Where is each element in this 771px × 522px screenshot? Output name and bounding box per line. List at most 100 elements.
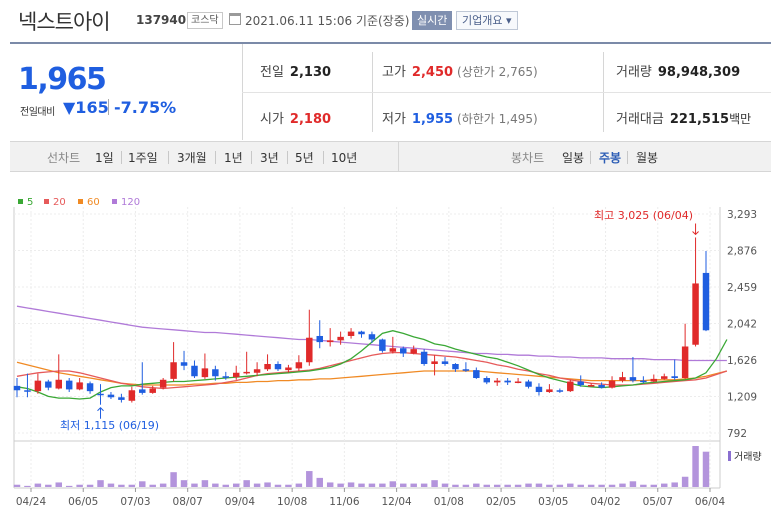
candle-body bbox=[535, 386, 543, 393]
candle bbox=[358, 330, 365, 338]
candle-body bbox=[149, 388, 156, 393]
candle-body bbox=[212, 369, 219, 377]
volume-bar bbox=[34, 483, 42, 487]
candle-body bbox=[473, 370, 480, 379]
volume-bar bbox=[650, 484, 658, 487]
compare-label: 전일대비 bbox=[20, 107, 55, 118]
candle-body bbox=[326, 340, 334, 343]
period-1w[interactable]: 1주일 bbox=[128, 151, 158, 165]
legend-ma5: 5 bbox=[27, 197, 33, 208]
candle bbox=[567, 379, 574, 393]
candle bbox=[65, 378, 73, 393]
y-tick-label: 1,626 bbox=[727, 355, 757, 367]
period-monthly[interactable]: 월봉 bbox=[636, 151, 659, 165]
period-weekly[interactable]: 주봉 bbox=[599, 151, 622, 165]
y-tick-label: 3,293 bbox=[727, 209, 757, 221]
period-daily[interactable]: 일봉 bbox=[562, 151, 585, 165]
candle-body bbox=[640, 380, 647, 383]
separator bbox=[251, 151, 252, 164]
company-info-dropdown[interactable]: 기업개요 ▾ bbox=[456, 11, 518, 30]
realtime-button[interactable]: 실시간 bbox=[412, 11, 453, 30]
candle bbox=[671, 359, 678, 380]
candle-body bbox=[483, 378, 491, 383]
volume-bar bbox=[368, 483, 376, 487]
candle bbox=[201, 353, 209, 379]
x-tick-label: 03/05 bbox=[538, 496, 568, 508]
volume-bar bbox=[149, 484, 156, 487]
volume-bar bbox=[243, 480, 250, 487]
volume-bar bbox=[191, 483, 198, 487]
separator bbox=[323, 151, 324, 164]
legend-ma60: 60 bbox=[87, 197, 100, 208]
candle bbox=[306, 309, 313, 366]
ma120-line bbox=[16, 305, 727, 362]
candle-body bbox=[431, 361, 438, 364]
period-3m[interactable]: 3개월 bbox=[177, 151, 207, 165]
separator bbox=[121, 151, 122, 164]
candle-body bbox=[170, 362, 177, 379]
market-badge: 코스닥 bbox=[187, 12, 223, 29]
candle bbox=[97, 384, 104, 405]
price-change: ▼165 bbox=[63, 98, 109, 117]
candle bbox=[692, 237, 699, 347]
candle bbox=[608, 376, 616, 389]
volume-bar bbox=[232, 483, 240, 487]
period-1y[interactable]: 1년 bbox=[224, 151, 243, 165]
ma60-line bbox=[16, 361, 728, 386]
candle-body bbox=[692, 283, 699, 345]
volume-bar bbox=[65, 485, 73, 487]
candle-body bbox=[45, 381, 52, 388]
candle-body bbox=[493, 380, 501, 383]
candle-body bbox=[274, 363, 282, 370]
candle-body bbox=[65, 380, 73, 390]
y-tick-label: 792 bbox=[727, 428, 747, 440]
volume-bar bbox=[222, 484, 230, 487]
volume-legend-swatch bbox=[728, 451, 731, 461]
x-tick-label: 11/06 bbox=[329, 496, 360, 508]
separator bbox=[215, 151, 216, 164]
period-5y[interactable]: 5년 bbox=[295, 151, 314, 165]
period-10y[interactable]: 10년 bbox=[331, 151, 358, 165]
volume-bar bbox=[420, 483, 428, 487]
y-axis: 3,293 2,876 2,459 2,042 1,626 1,209 792 bbox=[727, 209, 757, 440]
candle-body bbox=[13, 385, 21, 391]
candle-body bbox=[34, 380, 42, 392]
legend-ma5-swatch bbox=[18, 199, 23, 204]
calendar-icon bbox=[229, 13, 241, 25]
volume-bars bbox=[13, 446, 710, 487]
candle-body bbox=[702, 272, 710, 331]
candle bbox=[587, 383, 595, 387]
period-1d[interactable]: 1일 bbox=[95, 151, 114, 165]
ma20-line bbox=[16, 351, 728, 390]
legend-ma20-swatch bbox=[44, 199, 49, 204]
candle-body bbox=[671, 376, 678, 379]
volume-bar bbox=[493, 484, 501, 487]
volume-bar bbox=[253, 483, 261, 487]
candle bbox=[640, 376, 647, 384]
candle bbox=[483, 376, 491, 385]
high-annotation: 최고 3,025 (06/04) bbox=[594, 209, 699, 236]
candle-body bbox=[253, 369, 261, 373]
change-separator bbox=[108, 99, 109, 115]
candle-body bbox=[337, 336, 344, 341]
volume-bar bbox=[274, 484, 282, 487]
legend-ma20: 20 bbox=[53, 197, 66, 208]
period-3y[interactable]: 3년 bbox=[260, 151, 279, 165]
volume-bar bbox=[692, 446, 699, 487]
candle bbox=[629, 356, 637, 383]
candle-body bbox=[514, 381, 522, 384]
candle bbox=[107, 392, 115, 400]
volume-legend: 거래량 bbox=[734, 451, 762, 463]
volume-bar bbox=[608, 484, 616, 487]
volume-bar bbox=[55, 482, 62, 487]
candle-body bbox=[661, 376, 668, 379]
volume-bar bbox=[24, 485, 31, 487]
x-tick-label: 08/07 bbox=[173, 496, 203, 508]
candle bbox=[514, 378, 522, 384]
candle bbox=[441, 356, 449, 366]
candle-body bbox=[55, 379, 62, 389]
candle bbox=[702, 251, 710, 332]
separator bbox=[287, 151, 288, 164]
volume-bar bbox=[107, 483, 115, 487]
candle bbox=[13, 378, 21, 398]
